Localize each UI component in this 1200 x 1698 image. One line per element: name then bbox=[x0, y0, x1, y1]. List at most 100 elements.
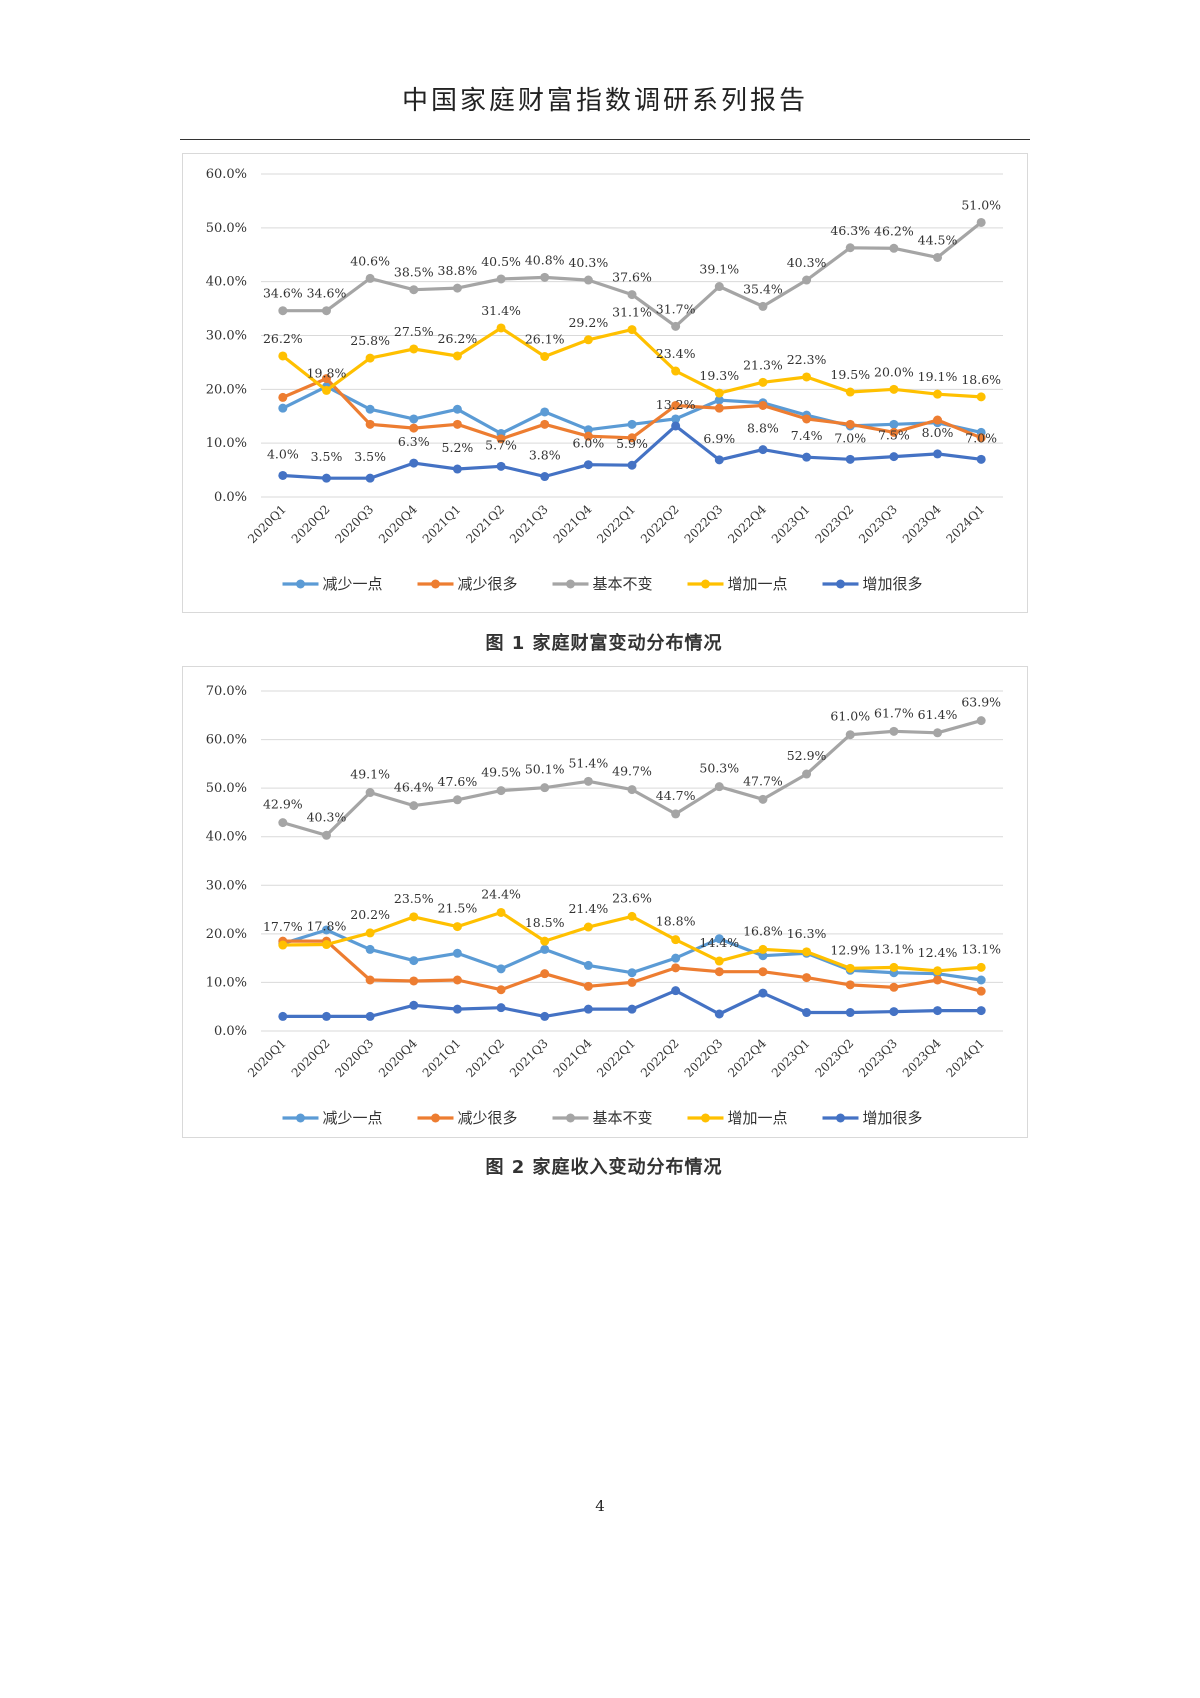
data-point bbox=[889, 982, 899, 992]
data-label: 46.2% bbox=[874, 223, 914, 238]
legend-item: 减少一点 bbox=[282, 575, 383, 593]
data-label: 13.1% bbox=[874, 941, 914, 956]
x-tick-label: 2023Q1 bbox=[769, 1036, 813, 1080]
data-point bbox=[365, 273, 375, 283]
data-point bbox=[845, 980, 855, 990]
chart-income: 0.0% 10.0% 20.0% 30.0% 40.0% 50.0% 60.0% 70.0% 2… bbox=[206, 684, 1003, 1127]
data-point bbox=[758, 988, 768, 998]
data-point bbox=[496, 786, 506, 796]
x-tick-label: 2022Q4 bbox=[725, 1036, 769, 1080]
legend-item: 增加很多 bbox=[822, 575, 923, 593]
data-point bbox=[452, 922, 462, 932]
data-point bbox=[671, 986, 681, 996]
data-label: 27.5% bbox=[394, 324, 434, 339]
data-point bbox=[671, 400, 681, 410]
data-label: 35.4% bbox=[743, 281, 783, 296]
y-tick-label: 30.0% bbox=[206, 329, 247, 344]
data-point bbox=[452, 975, 462, 985]
data-point bbox=[976, 1006, 986, 1016]
legend-label: 增加很多 bbox=[863, 1109, 923, 1127]
legend-label: 减少很多 bbox=[458, 1109, 518, 1127]
data-point bbox=[802, 452, 812, 462]
data-label: 5.7% bbox=[485, 437, 517, 452]
data-point bbox=[409, 801, 419, 811]
data-label: 37.6% bbox=[612, 270, 652, 285]
data-point bbox=[976, 986, 986, 996]
data-point bbox=[365, 975, 375, 985]
data-point bbox=[845, 730, 855, 740]
x-axis: 2020Q1 2020Q2 2020Q3 2020Q4 2021Q1 2021Q2 2021… bbox=[245, 1036, 987, 1080]
y-tick-label: 40.0% bbox=[206, 830, 247, 845]
data-point bbox=[540, 272, 550, 282]
legend: 减少一点 减少很多 基本不变 增加一点 增加很多 bbox=[282, 575, 923, 593]
x-tick-label: 2021Q4 bbox=[551, 502, 595, 546]
data-point bbox=[933, 389, 943, 399]
data-label: 40.6% bbox=[350, 253, 390, 268]
x-tick-label: 2020Q3 bbox=[332, 1036, 376, 1080]
data-point bbox=[583, 960, 593, 970]
data-point bbox=[496, 461, 506, 471]
x-tick-label: 2022Q1 bbox=[594, 1036, 638, 1080]
x-tick-label: 2021Q3 bbox=[507, 1036, 551, 1080]
data-label: 31.4% bbox=[481, 303, 521, 318]
data-point bbox=[976, 975, 986, 985]
labels-基本不变: 42.9% 40.3% 49.1% 46.4% 47.6%49.5% 50.1% 51.4%… bbox=[263, 695, 1001, 825]
x-tick-label: 2021Q2 bbox=[463, 502, 507, 546]
data-point bbox=[583, 776, 593, 786]
data-point bbox=[627, 1004, 637, 1014]
data-label: 40.3% bbox=[307, 809, 347, 824]
data-label: 40.3% bbox=[568, 255, 608, 270]
data-label: 23.5% bbox=[394, 891, 434, 906]
data-point bbox=[540, 407, 550, 417]
labels-增加一点: 26.2%19.8%25.8%27.5% 26.2%31.4%26.1%29.2%… bbox=[263, 303, 1001, 387]
data-label: 61.4% bbox=[918, 707, 958, 722]
data-label: 20.0% bbox=[874, 364, 914, 379]
data-point bbox=[409, 956, 419, 966]
legend-item: 基本不变 bbox=[552, 1109, 653, 1127]
legend-item: 减少很多 bbox=[417, 575, 518, 593]
data-point bbox=[540, 783, 550, 793]
data-point bbox=[540, 944, 550, 954]
x-tick-label: 2023Q3 bbox=[856, 502, 900, 546]
data-point bbox=[452, 283, 462, 293]
data-point bbox=[583, 460, 593, 470]
data-point bbox=[933, 1006, 943, 1016]
data-point bbox=[671, 935, 681, 945]
data-label: 23.4% bbox=[656, 346, 696, 361]
legend-swatch-marker bbox=[701, 1113, 710, 1123]
data-point bbox=[452, 464, 462, 474]
data-point bbox=[409, 414, 419, 424]
y-tick-label: 20.0% bbox=[206, 927, 247, 942]
data-point bbox=[409, 1000, 419, 1010]
data-label: 49.5% bbox=[481, 765, 521, 780]
data-point bbox=[452, 948, 462, 958]
x-tick-label: 2023Q2 bbox=[813, 502, 857, 546]
data-point bbox=[321, 385, 331, 395]
data-label: 26.2% bbox=[263, 331, 303, 346]
data-label: 23.6% bbox=[612, 890, 652, 905]
legend-label: 减少一点 bbox=[323, 1109, 383, 1127]
x-tick-label: 2024Q1 bbox=[943, 502, 987, 546]
legend-swatch-marker bbox=[431, 579, 440, 589]
data-label: 61.0% bbox=[830, 709, 870, 724]
chart-income-caption: 图 2 家庭收入变动分布情况 bbox=[485, 1157, 723, 1178]
data-point bbox=[627, 785, 637, 795]
chart-wealth-frame: 0.0% 10.0% 20.0% 30.0% 40.0% 50.0% 60.0% 2020Q1… bbox=[182, 153, 1028, 613]
data-point bbox=[714, 1009, 724, 1019]
data-point bbox=[452, 351, 462, 361]
data-label: 21.4% bbox=[568, 901, 608, 916]
data-point bbox=[889, 452, 899, 462]
data-point bbox=[758, 967, 768, 977]
series-基本不变 bbox=[278, 716, 986, 840]
y-tick-label: 60.0% bbox=[206, 733, 247, 748]
data-label: 6.3% bbox=[398, 434, 430, 449]
data-label: 61.7% bbox=[874, 705, 914, 720]
data-point bbox=[496, 434, 506, 444]
data-label: 8.0% bbox=[922, 425, 954, 440]
x-tick-label: 2023Q3 bbox=[856, 1036, 900, 1080]
data-point bbox=[671, 809, 681, 819]
data-point bbox=[845, 387, 855, 397]
data-point bbox=[627, 911, 637, 921]
x-tick-label: 2023Q2 bbox=[813, 1036, 857, 1080]
x-tick-label: 2020Q1 bbox=[245, 1036, 289, 1080]
